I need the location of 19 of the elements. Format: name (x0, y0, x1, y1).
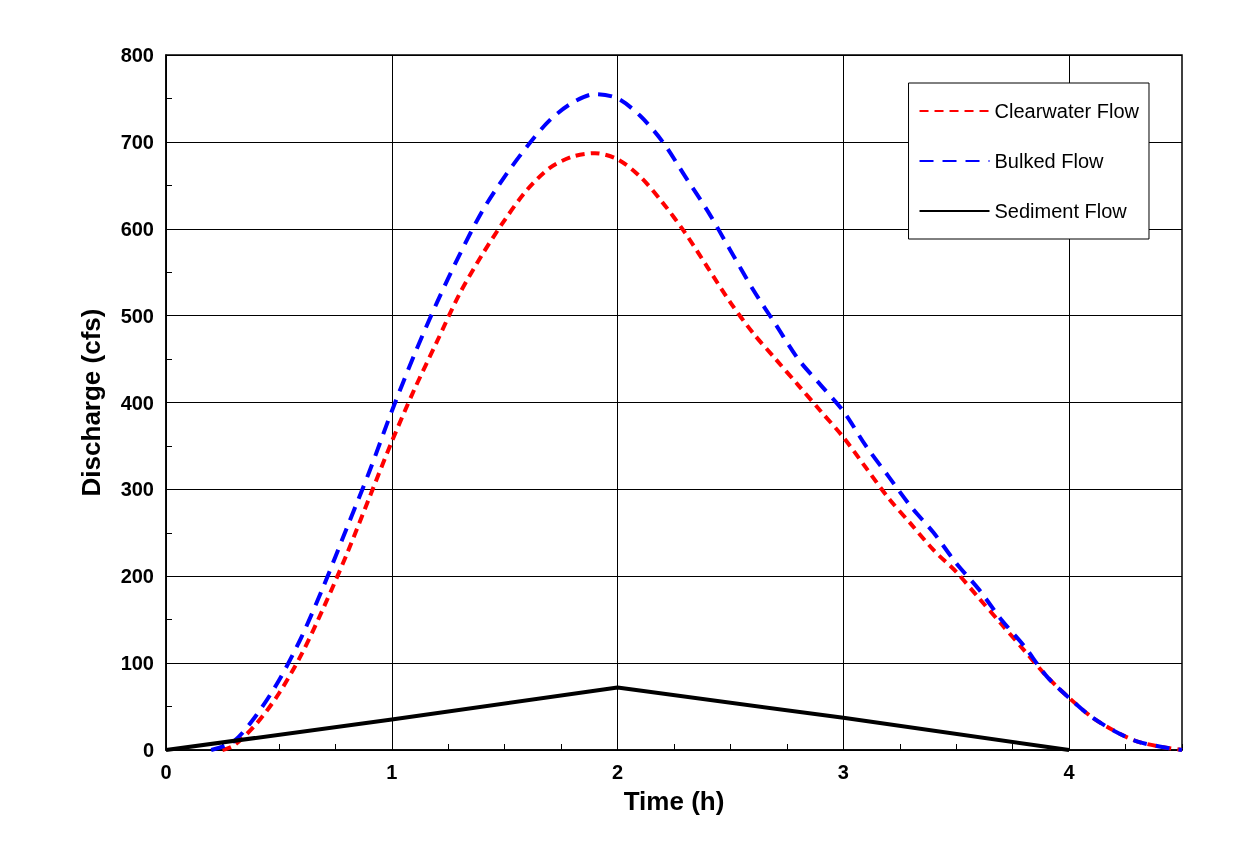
y-tick-label: 800 (120, 44, 154, 66)
y-tick-label: 0 (142, 739, 154, 761)
legend-label: Bulked Flow (994, 150, 1105, 172)
y-tick-label: 300 (120, 478, 154, 501)
y-axis-title: Discharge (cfs) (76, 308, 106, 497)
legend-label: Sediment Flow (994, 200, 1128, 222)
x-tick-label: 0 (160, 761, 172, 783)
y-tick-label: 500 (120, 304, 154, 327)
x-tick-label: 1 (386, 761, 398, 783)
y-tick-label: 600 (120, 217, 154, 240)
y-tick-label: 400 (120, 391, 154, 414)
legend-label: Clearwater Flow (994, 100, 1140, 122)
x-tick-label: 3 (837, 761, 849, 783)
x-tick-label: 2 (611, 761, 624, 783)
y-tick-label: 700 (120, 130, 154, 153)
y-tick-label: 100 (120, 652, 154, 675)
y-tick-label: 200 (120, 565, 154, 588)
x-tick-label: 4 (1063, 761, 1076, 783)
x-axis-title: Time (h) (623, 786, 725, 816)
